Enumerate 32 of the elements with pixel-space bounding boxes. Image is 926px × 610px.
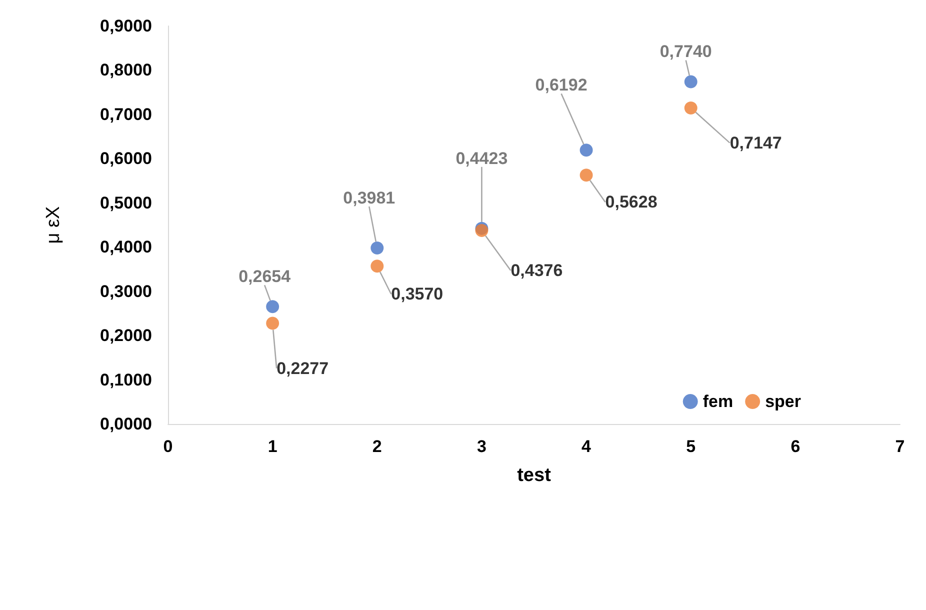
y-tick-label: 0,1000 — [100, 370, 152, 390]
data-label: 0,4376 — [510, 260, 563, 280]
data-label: 0,7147 — [730, 133, 782, 152]
data-label: 0,2654 — [238, 267, 292, 286]
y-tick-label: 0,5000 — [100, 193, 152, 212]
x-tick-label: 5 — [686, 437, 696, 456]
x-tick-label: 4 — [582, 437, 592, 456]
data-label: 0,5628 — [605, 192, 658, 212]
y-tick-label: 0,0000 — [100, 414, 152, 434]
y-tick-label: 0,7000 — [100, 104, 152, 124]
y-axis-title: μ εX — [43, 206, 64, 244]
x-tick-label: 0 — [163, 437, 173, 456]
data-label: 0,2277 — [276, 358, 329, 378]
x-tick-label: 7 — [895, 437, 905, 456]
data-label: 0,7740 — [660, 42, 712, 62]
data-label: 0,4423 — [456, 148, 508, 168]
x-axis-title: test — [517, 465, 552, 486]
x-tick-label: 6 — [790, 437, 800, 456]
legend-label: fem — [702, 392, 734, 411]
y-tick-label: 0,9000 — [100, 16, 152, 36]
data-label: 0,6192 — [535, 76, 588, 95]
data-label: 0,3570 — [391, 284, 444, 304]
x-tick-label: 2 — [372, 437, 382, 456]
y-tick-label: 0,6000 — [100, 149, 152, 168]
y-tick-label: 0,3000 — [100, 282, 152, 301]
y-tick-label: 0,8000 — [100, 60, 152, 80]
y-tick-label: 0,2000 — [100, 326, 152, 346]
legend-label: sper — [765, 392, 802, 411]
data-label: 0,3981 — [343, 188, 396, 208]
x-tick-label: 3 — [476, 437, 486, 456]
x-tick-label: 1 — [268, 437, 278, 456]
y-tick-label: 0,4000 — [100, 238, 152, 257]
